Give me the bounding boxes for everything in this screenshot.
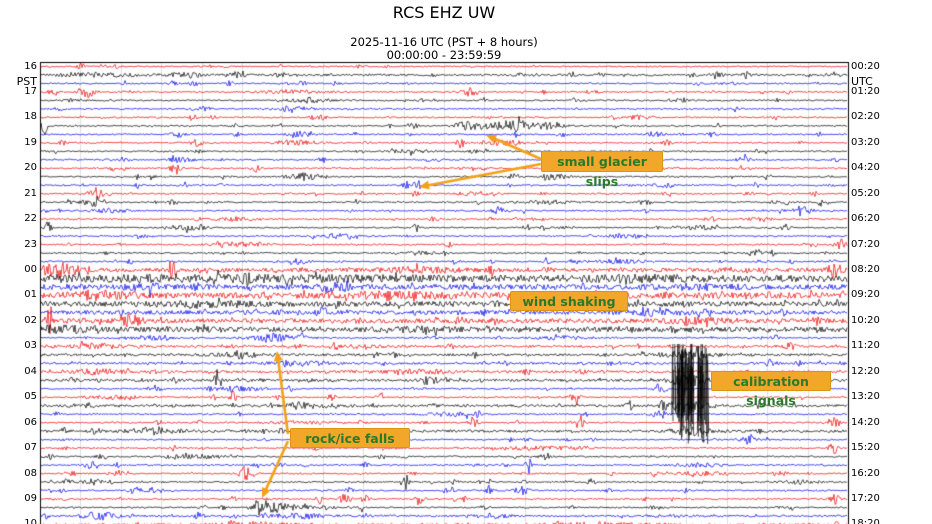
utc-time-label: 02:20 [851, 111, 880, 123]
pst-hour-label: 19 [24, 136, 37, 148]
annotation-rock-ice-falls: rock/ice falls [290, 428, 410, 448]
annotation-wind-shaking: wind shaking [510, 291, 628, 311]
right-axis-unit: UTC [851, 75, 873, 88]
left-axis-unit: PST [16, 75, 37, 88]
annotation-small-glacier-slips: small glacier slips [541, 151, 663, 189]
pst-hour-label: 10 [24, 518, 37, 524]
pst-hour-label: 17 [24, 85, 37, 97]
utc-time-label: 03:20 [851, 136, 880, 148]
pst-hour-label: 01 [24, 289, 37, 301]
pst-hour-label: 23 [24, 238, 37, 250]
pst-hour-label: 18 [24, 111, 37, 123]
pst-hour-label: 07 [24, 442, 37, 454]
utc-time-label: 17:20 [851, 492, 880, 504]
utc-time-label: 16:20 [851, 467, 880, 479]
pst-hour-label: 03 [24, 340, 37, 352]
subtitle-timespan: 00:00:00 - 23:59:59 [386, 48, 502, 62]
utc-time-label: 05:20 [851, 187, 880, 199]
pst-hour-label: 06 [24, 416, 37, 428]
utc-time-label: 15:20 [851, 442, 880, 454]
pst-hour-label: 20 [24, 162, 37, 174]
page-title: RCS EHZ UW [392, 3, 496, 22]
utc-time-label: 08:20 [851, 264, 880, 276]
subtitle-date: 2025-11-16 UTC (PST + 8 hours) [350, 35, 538, 49]
pst-hour-label: 05 [24, 391, 37, 403]
annotation-calibration-signals: calibration signals [711, 371, 831, 408]
pst-hour-label: 08 [24, 467, 37, 479]
utc-time-label: 06:20 [851, 213, 880, 225]
utc-time-label: 09:20 [851, 289, 880, 301]
utc-time-label: 04:20 [851, 162, 880, 174]
utc-time-label: 14:20 [851, 416, 880, 428]
utc-time-label: 00:20 [851, 60, 880, 72]
pst-hour-label: 09 [24, 492, 37, 504]
pst-hour-label: 02 [24, 314, 37, 326]
pst-hour-label: 21 [24, 187, 37, 199]
utc-time-label: 18:20 [851, 518, 880, 524]
pst-hour-label: 16 [24, 60, 37, 72]
utc-time-label: 11:20 [851, 340, 880, 352]
pst-hour-label: 00 [24, 264, 37, 276]
pst-hour-label: 22 [24, 213, 37, 225]
utc-time-label: 01:20 [851, 85, 880, 97]
utc-time-label: 13:20 [851, 391, 880, 403]
pst-hour-label: 04 [24, 365, 37, 377]
utc-time-label: 10:20 [851, 314, 880, 326]
utc-time-label: 07:20 [851, 238, 880, 250]
utc-time-label: 12:20 [851, 365, 880, 377]
